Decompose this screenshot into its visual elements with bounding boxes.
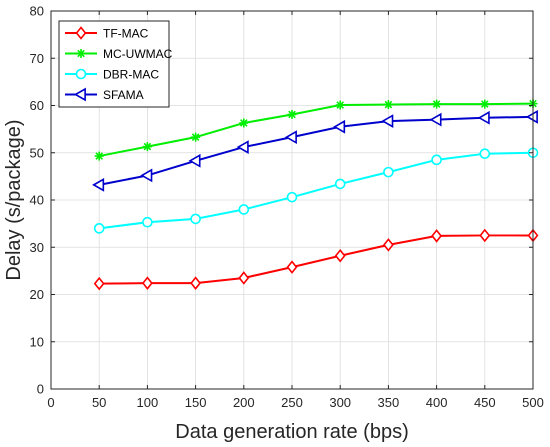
data-point-dbr-mac <box>431 154 442 166</box>
marker-stroke <box>480 100 489 108</box>
series-layer <box>92 99 539 291</box>
data-point-tf-mac <box>334 248 346 263</box>
series-mc-uwmac <box>94 99 538 161</box>
x-tick-label: 0 <box>47 395 54 410</box>
x-tick-label: 350 <box>378 395 400 410</box>
data-point-sfama <box>284 130 297 145</box>
legend-marker <box>76 49 86 58</box>
legend-entry-mc-uwmac: MC-UWMAC <box>65 47 173 61</box>
data-point-sfama <box>92 178 105 192</box>
x-tick-label: 100 <box>137 395 159 410</box>
data-point-sfama <box>333 119 346 134</box>
data-point-mc-uwmac <box>335 100 345 110</box>
data-point-tf-mac <box>190 276 202 290</box>
data-point-sfama <box>188 153 201 168</box>
series-tf-mac <box>93 228 539 291</box>
y-tick-label: 80 <box>30 4 44 19</box>
data-point-sfama <box>140 168 153 183</box>
data-point-mc-uwmac <box>432 99 442 109</box>
marker-stroke <box>143 142 152 151</box>
series-dbr-mac <box>93 147 539 234</box>
x-tick-label: 300 <box>329 395 351 410</box>
data-point-dbr-mac <box>190 213 201 225</box>
legend-label: MC-UWMAC <box>103 47 173 61</box>
legend-entry-sfama: SFAMA <box>65 87 144 102</box>
y-axis-label: Delay (s/package) <box>3 119 25 280</box>
marker-stroke <box>336 101 345 109</box>
data-point-sfama <box>525 109 538 124</box>
data-point-mc-uwmac <box>480 99 490 109</box>
marker-stroke <box>288 110 296 119</box>
data-point-mc-uwmac <box>94 151 104 161</box>
series-line-tf-mac <box>99 234 533 285</box>
legend-label: TF-MAC <box>103 27 149 41</box>
y-tick-label: 20 <box>30 287 44 302</box>
legend-marker <box>75 68 87 80</box>
data-point-tf-mac <box>479 228 491 243</box>
data-point-sfama <box>381 114 394 128</box>
data-point-sfama <box>477 110 490 125</box>
data-point-tf-mac <box>382 238 394 252</box>
data-point-sfama <box>236 140 249 154</box>
y-tick-label: 10 <box>30 334 44 349</box>
data-point-tf-mac <box>286 260 298 274</box>
data-point-dbr-mac <box>479 148 491 159</box>
y-tick-label: 70 <box>30 51 44 66</box>
x-tick-label: 150 <box>185 395 207 410</box>
x-tick-label: 200 <box>233 395 255 410</box>
data-point-mc-uwmac <box>191 132 201 142</box>
data-point-tf-mac <box>141 276 153 290</box>
marker-stroke <box>432 100 441 108</box>
data-point-mc-uwmac <box>142 142 152 152</box>
data-point-dbr-mac <box>286 191 298 203</box>
data-point-tf-mac <box>238 271 250 285</box>
data-point-tf-mac <box>431 229 443 243</box>
marker-stroke <box>77 49 85 58</box>
marker-stroke <box>95 152 104 160</box>
axis-ticks: 0 50 100 150 200 250 300 350 400 450 500 0 10 20 30 40 5… <box>30 4 544 411</box>
data-point-tf-mac <box>93 276 105 291</box>
y-tick-label: 60 <box>30 98 44 113</box>
legend-entry-dbr-mac: DBR-MAC <box>65 68 159 82</box>
data-point-dbr-mac <box>238 204 250 215</box>
series-line-mc-uwmac <box>99 102 534 158</box>
marker-stroke <box>191 133 200 141</box>
y-tick-label: 40 <box>30 193 44 208</box>
x-axis-label: Data generation rate (bps) <box>175 421 408 443</box>
x-tick-label: 500 <box>522 395 544 410</box>
data-point-mc-uwmac <box>287 109 297 119</box>
x-tick-label: 400 <box>426 395 448 410</box>
data-point-dbr-mac <box>93 223 105 234</box>
x-tick-label: 50 <box>92 395 106 410</box>
series-line-dbr-mac <box>99 151 534 230</box>
data-point-dbr-mac <box>334 178 346 190</box>
legend-label: DBR-MAC <box>103 68 159 82</box>
data-point-mc-uwmac <box>383 100 393 110</box>
y-tick-label: 0 <box>37 382 44 397</box>
legend-marker <box>73 87 86 102</box>
data-point-mc-uwmac <box>239 118 249 128</box>
x-tick-label: 250 <box>281 395 303 410</box>
marker-stroke <box>239 119 248 127</box>
y-tick-label: 50 <box>30 145 44 160</box>
data-point-sfama <box>429 112 442 127</box>
legend-entry-tf-mac: TF-MAC <box>65 26 149 41</box>
legend-marker <box>75 26 87 40</box>
series-sfama <box>92 109 538 192</box>
legend-label: SFAMA <box>103 88 144 102</box>
data-point-dbr-mac <box>142 216 153 228</box>
data-point-dbr-mac <box>383 166 394 178</box>
series-line-sfama <box>99 115 534 186</box>
legend: TF-MAC MC-UWMAC DBR-MAC SFAMA <box>58 20 173 108</box>
y-tick-label: 30 <box>30 240 44 255</box>
x-tick-label: 450 <box>474 395 496 410</box>
marker-stroke <box>384 100 393 109</box>
